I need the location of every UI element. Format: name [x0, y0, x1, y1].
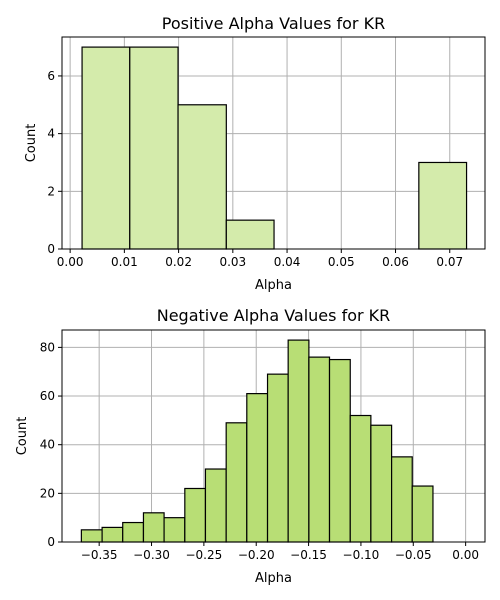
histogram-bar: [328, 358, 351, 543]
x-tick-label: 0.06: [382, 255, 409, 269]
histogram-bar: [81, 46, 131, 250]
x-tick-label: 0.02: [165, 255, 192, 269]
x-axis-label: Alpha: [255, 571, 292, 586]
x-tick-label: 0.00: [57, 255, 84, 269]
histogram-bar: [391, 456, 413, 543]
histogram-bar: [246, 393, 269, 543]
y-tick-label: 4: [47, 127, 55, 141]
histogram-bar: [225, 422, 248, 543]
x-tick-label: 0.04: [274, 255, 301, 269]
plot-frame: [61, 36, 486, 250]
histogram-bar: [287, 339, 310, 543]
histogram-bar: [266, 373, 289, 543]
x-tick-label: 0.07: [436, 255, 463, 269]
plot-frame: [61, 329, 486, 543]
y-tick-label: 2: [47, 184, 55, 198]
histogram-bar: [80, 529, 103, 543]
histogram-bar: [418, 161, 468, 250]
positive-alpha-chart: Positive Alpha Values for KR Alpha Count…: [24, 14, 486, 293]
axis-ticks: −0.35 −0.30 −0.25 −0.20 −0.15 −0.10 −0.05 0.00 0…: [40, 340, 479, 562]
histogram-bar: [177, 104, 227, 250]
histogram-bar: [129, 46, 179, 250]
histogram-bar: [204, 468, 227, 543]
x-tick-label: −0.05: [395, 548, 432, 562]
chart-title: Negative Alpha Values for KR: [157, 306, 391, 325]
histogram-bar: [142, 512, 165, 543]
histogram-bar: [308, 356, 331, 543]
y-tick-label: 80: [40, 340, 55, 354]
x-axis-label: Alpha: [255, 278, 292, 293]
histogram-bars: [81, 46, 468, 250]
x-tick-label: −0.35: [81, 548, 118, 562]
chart-title: Positive Alpha Values for KR: [162, 14, 385, 33]
negative-alpha-chart: Negative Alpha Values for KR Alpha Count…: [15, 306, 486, 586]
y-axis-label: Count: [24, 124, 39, 163]
y-tick-label: 40: [40, 438, 55, 452]
histogram-bar: [370, 424, 393, 543]
histogram-bar: [122, 521, 145, 543]
x-tick-label: 0.05: [328, 255, 355, 269]
histogram-bar: [163, 517, 186, 543]
x-tick-label: −0.10: [343, 548, 380, 562]
histogram-bar: [184, 487, 207, 543]
x-tick-label: −0.20: [238, 548, 275, 562]
y-tick-label: 20: [40, 486, 55, 500]
x-tick-label: −0.25: [185, 548, 222, 562]
histogram-bar: [101, 526, 124, 543]
y-tick-label: 60: [40, 389, 55, 403]
axis-ticks: 0.00 0.01 0.02 0.03 0.04 0.05 0.06 0.07 0 2 4 6: [47, 69, 463, 269]
x-tick-label: 0.03: [219, 255, 246, 269]
x-tick-label: −0.15: [290, 548, 327, 562]
x-tick-label: −0.30: [133, 548, 170, 562]
histogram-bar: [225, 219, 275, 250]
histogram-bar: [411, 485, 434, 543]
y-tick-label: 0: [47, 535, 55, 549]
histogram-bar: [349, 414, 372, 543]
y-axis-label: Count: [15, 417, 30, 456]
x-tick-label: 0.01: [111, 255, 138, 269]
y-tick-label: 6: [47, 69, 55, 83]
histogram-bars: [80, 339, 434, 543]
y-tick-label: 0: [47, 242, 55, 256]
x-tick-label: 0.00: [452, 548, 479, 562]
